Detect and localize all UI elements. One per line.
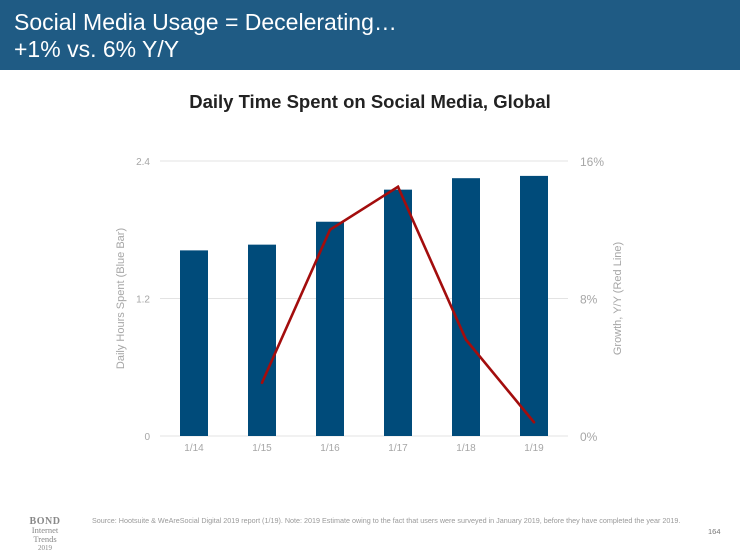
logo-line-3: 2019: [38, 544, 52, 552]
source-note: Source: Hootsuite & WeAreSocial Digital …: [92, 516, 681, 525]
header-banner: Social Media Usage = Decelerating… +1% v…: [0, 0, 740, 70]
bar: [180, 250, 208, 436]
growth-point: [328, 228, 332, 232]
growth-point: [464, 338, 468, 342]
x-tick-label: 1/16: [320, 443, 340, 454]
growth-point: [396, 185, 400, 189]
growth-point: [532, 420, 536, 424]
y-left-tick-label: 2.4: [136, 157, 150, 168]
growth-point: [260, 381, 264, 385]
y-right-tick-label: 16%: [580, 155, 604, 169]
y-right-tick-label: 8%: [580, 293, 598, 307]
y-right-tick-label: 0%: [580, 430, 598, 444]
y-right-axis-title: Growth, Y/Y (Red Line): [612, 242, 624, 355]
x-tick-label: 1/14: [184, 443, 204, 454]
y-left-tick-label: 0: [144, 432, 150, 443]
bar: [520, 175, 548, 437]
x-tick-label: 1/19: [524, 443, 544, 454]
slide-title-line-2: +1% vs. 6% Y/Y: [14, 36, 180, 62]
slide-title-line-1: Social Media Usage = Decelerating…: [14, 9, 397, 35]
bar: [452, 178, 480, 436]
chart-title: Daily Time Spent on Social Media, Global: [189, 91, 551, 112]
bar: [248, 244, 276, 436]
y-left-axis-title: Daily Hours Spent (Blue Bar): [115, 228, 127, 369]
logo-line-2: Internet Trends: [31, 525, 59, 544]
x-tick-label: 1/17: [388, 443, 408, 454]
logo-line-1: BOND: [29, 516, 61, 527]
bar: [316, 221, 344, 436]
page-number: 164: [708, 527, 721, 536]
x-tick-label: 1/18: [456, 443, 476, 454]
bond-logo: BOND Internet Trends 2019: [20, 517, 70, 553]
x-tick-label: 1/15: [252, 443, 272, 454]
y-left-tick-label: 1.2: [136, 295, 150, 306]
bar: [384, 189, 412, 436]
